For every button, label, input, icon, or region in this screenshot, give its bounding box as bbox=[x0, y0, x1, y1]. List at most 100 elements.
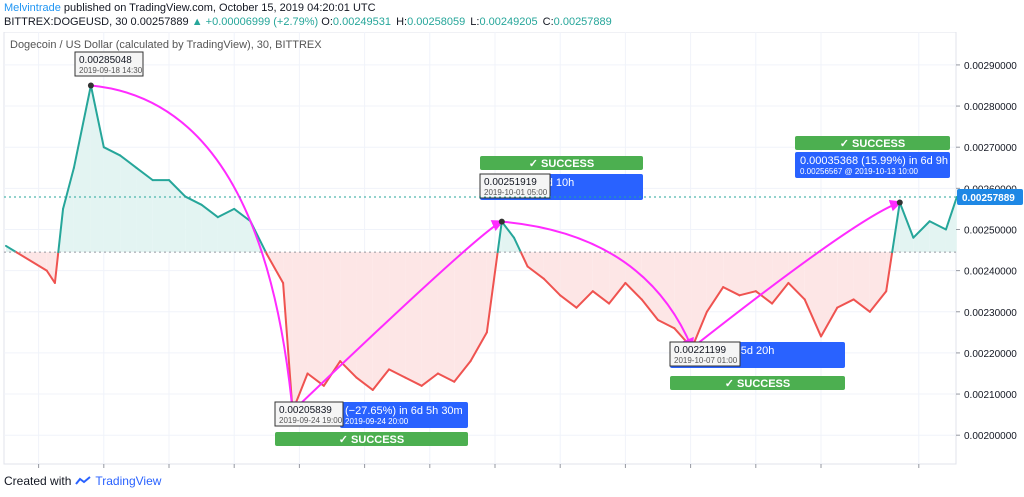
trade-1-info bbox=[340, 402, 468, 428]
pivot-point bbox=[896, 199, 903, 206]
price-change: ▲ +0.00006999 (+2.79%) bbox=[191, 16, 319, 28]
last-price-tag bbox=[957, 189, 1023, 206]
y-tick-label: 0.00220000 bbox=[964, 349, 1017, 360]
area-segment bbox=[73, 85, 91, 253]
chart-title: Dogecoin / US Dollar (calculated by Trad… bbox=[10, 39, 322, 51]
pivot-point bbox=[498, 218, 505, 225]
x-axis: 17192123252729Oct35791114 bbox=[38, 464, 920, 468]
line-segment-down bbox=[420, 372, 439, 387]
area-segment bbox=[543, 252, 561, 296]
line-segment-down bbox=[657, 319, 676, 330]
line-segment-up bbox=[57, 207, 65, 254]
area-segment bbox=[755, 252, 773, 304]
line-segment-down bbox=[404, 376, 423, 387]
area-segment bbox=[723, 252, 740, 296]
y-tick-label: 0.00200000 bbox=[964, 431, 1017, 442]
area-segment bbox=[120, 155, 137, 253]
line-segment-up bbox=[513, 236, 522, 254]
trade-arrow bbox=[90, 84, 298, 414]
area-segment bbox=[389, 252, 406, 378]
low-label: L: bbox=[470, 16, 480, 28]
area-segment bbox=[837, 252, 854, 308]
area-segment bbox=[152, 180, 169, 253]
area-segment bbox=[421, 252, 438, 386]
symbol-label: BITTREX:DOGEUSD, 30 bbox=[4, 16, 128, 28]
area-segment bbox=[625, 252, 642, 300]
low-value: 0.00249205 bbox=[479, 16, 538, 28]
trade-1-end-label-time: 2019-09-24 19:00 bbox=[279, 416, 343, 425]
area-segment bbox=[609, 252, 626, 304]
line-segment-down bbox=[388, 368, 407, 379]
line-segment-up bbox=[119, 154, 138, 169]
line-segment-up bbox=[184, 195, 203, 206]
price-chart[interactable]: Dogecoin / US Dollar (calculated by Trad… bbox=[0, 32, 1024, 470]
area-segment bbox=[185, 196, 202, 253]
line-segment-down bbox=[575, 290, 594, 309]
open-value: 0.00249531 bbox=[332, 16, 392, 28]
area-segment bbox=[527, 252, 544, 279]
last-price-tag-label: 0.00257889 bbox=[962, 193, 1015, 204]
line-segment-up bbox=[5, 244, 18, 254]
area-segment bbox=[804, 252, 821, 337]
line-segment-up bbox=[168, 179, 187, 198]
open-label: O: bbox=[321, 16, 333, 28]
trade-4-status-text: ✓ SUCCESS bbox=[840, 138, 905, 150]
line-segment-up bbox=[928, 220, 947, 231]
area-segment bbox=[945, 197, 957, 253]
author-link[interactable]: Melvintrade bbox=[4, 2, 61, 14]
trade-2-end-label bbox=[479, 173, 551, 199]
trade-arrow bbox=[291, 220, 504, 412]
trade-1-info-time: 2019-09-24 20:00 bbox=[345, 417, 409, 426]
y-tick-label: 0.00210000 bbox=[964, 390, 1017, 401]
line-segment-down bbox=[852, 298, 871, 313]
line-segment-down bbox=[820, 306, 839, 338]
trade-1-status-text: ✓ SUCCESS bbox=[339, 434, 404, 446]
line-segment-down bbox=[485, 251, 499, 334]
line-segment-down bbox=[640, 298, 659, 321]
line-segment-up bbox=[944, 196, 958, 231]
line-segment-down bbox=[526, 265, 545, 280]
line-segment-down bbox=[519, 251, 529, 268]
line-segment-down bbox=[787, 281, 806, 301]
area-segment bbox=[217, 208, 235, 253]
line-segment-down bbox=[53, 251, 60, 284]
line-segment-up bbox=[62, 166, 75, 210]
line-segment-down bbox=[754, 290, 774, 305]
line-segment-down bbox=[453, 360, 472, 383]
trade-3-end-label-price: 0.00221199 bbox=[674, 345, 727, 356]
area-segment bbox=[560, 252, 577, 308]
trade-2-end-label-time: 2019-10-01 05:00 bbox=[484, 188, 548, 197]
line-segment-down bbox=[705, 286, 725, 313]
y-tick-label: 0.00240000 bbox=[964, 267, 1017, 278]
trade-4-info-time: 0.00256567 @ 2019-10-13 10:00 bbox=[800, 167, 919, 176]
area-segment bbox=[658, 252, 675, 329]
trade-3-status bbox=[670, 376, 845, 390]
line-segment-up bbox=[102, 146, 122, 157]
area-segment bbox=[454, 252, 471, 382]
line-segment-down bbox=[771, 281, 790, 305]
published-text: published on TradingView.com, October 15… bbox=[63, 2, 376, 14]
trade-3-end-label bbox=[669, 341, 741, 367]
area-segment bbox=[90, 85, 104, 253]
y-tick-label: 0.00290000 bbox=[964, 61, 1017, 72]
high-label: H: bbox=[396, 16, 408, 28]
area-segment bbox=[929, 221, 946, 253]
area-segment bbox=[853, 252, 870, 312]
line-segment-down bbox=[355, 376, 374, 391]
line-segment-down bbox=[469, 331, 488, 363]
pivot-point bbox=[87, 82, 94, 89]
line-segment-down bbox=[45, 269, 56, 284]
tradingview-brand[interactable]: TradingView bbox=[95, 474, 162, 488]
line-segment-down bbox=[608, 281, 627, 305]
area-segment bbox=[691, 252, 707, 348]
trade-2-status-text: ✓ SUCCESS bbox=[529, 158, 594, 170]
line-segment-down bbox=[371, 368, 391, 391]
line-segment-up bbox=[912, 220, 931, 239]
line-segment-down bbox=[624, 281, 643, 301]
trade-4-status bbox=[795, 136, 950, 150]
area-segment bbox=[576, 252, 593, 308]
line-segment-up bbox=[200, 203, 219, 219]
area-segment bbox=[913, 221, 930, 253]
y-tick-label: 0.00250000 bbox=[964, 225, 1017, 236]
